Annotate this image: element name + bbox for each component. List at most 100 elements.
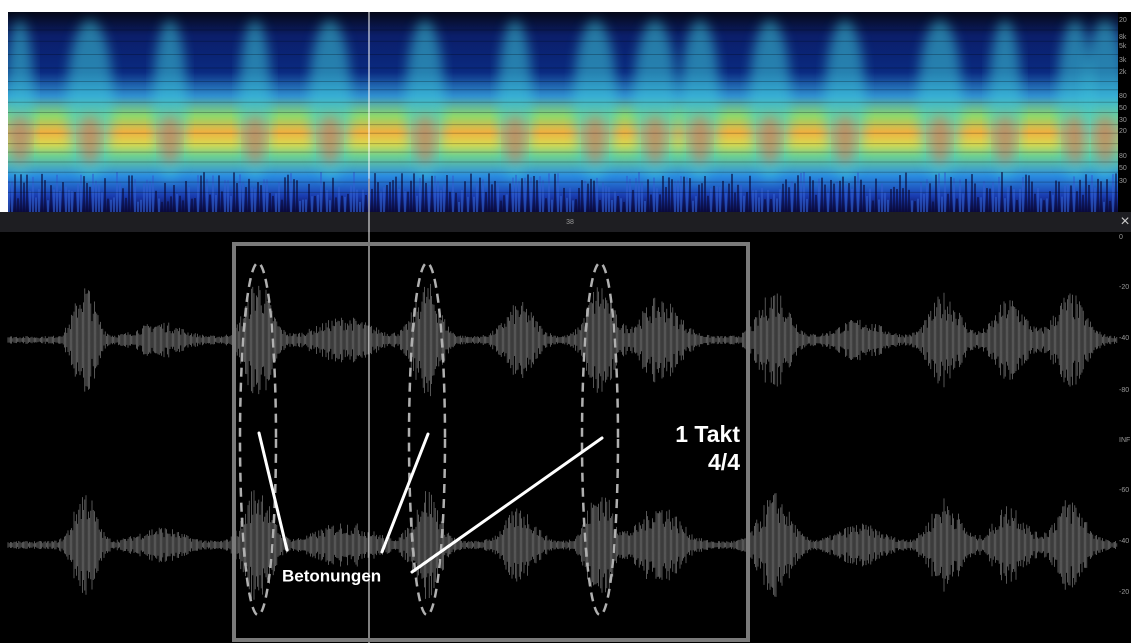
low-band: [1034, 194, 1036, 212]
low-band: [131, 175, 133, 212]
db-label: -80: [1119, 387, 1129, 394]
low-band: [503, 195, 505, 212]
low-band: [578, 188, 580, 212]
db-label: -40: [1119, 538, 1129, 545]
freq-label: 30: [1119, 178, 1127, 185]
time-marker: 38: [566, 219, 574, 226]
low-band: [194, 198, 196, 212]
low-band: [89, 187, 91, 212]
low-band: [596, 178, 598, 212]
freq-label: 30: [1119, 117, 1127, 124]
low-band: [122, 188, 124, 212]
low-band: [350, 185, 352, 212]
low-band: [77, 184, 79, 212]
low-band: [545, 198, 547, 212]
burst-core: [80, 115, 100, 165]
low-band: [56, 175, 58, 212]
low-band: [335, 197, 337, 212]
low-band: [824, 185, 826, 212]
low-band: [407, 192, 409, 212]
db-label: -20: [1119, 284, 1129, 291]
low-band: [1079, 180, 1081, 212]
low-band: [671, 179, 673, 212]
low-band: [680, 176, 682, 212]
low-band: [728, 184, 730, 212]
low-band: [977, 197, 979, 212]
freq-label: 8k: [1119, 34, 1127, 41]
low-band: [473, 197, 475, 212]
low-band: [296, 180, 298, 212]
low-band: [755, 190, 757, 212]
low-band: [821, 178, 823, 212]
burst-core: [645, 115, 665, 165]
low-band: [695, 196, 697, 212]
low-band: [665, 187, 667, 212]
low-band: [968, 183, 970, 212]
bar-label: 4/4: [708, 449, 740, 475]
low-band: [326, 190, 328, 212]
low-band: [551, 200, 553, 212]
low-band: [338, 187, 340, 212]
low-band: [527, 174, 529, 212]
low-band: [1055, 181, 1057, 212]
low-band: [1064, 186, 1066, 212]
audio-editor: 208k5k3k2k80503020805030 38 × 0-20-40-80…: [0, 0, 1131, 643]
low-band: [1100, 181, 1102, 212]
low-band: [467, 197, 469, 212]
low-band: [983, 181, 985, 212]
low-band: [1028, 175, 1030, 212]
freq-label: 20: [1119, 17, 1127, 24]
low-band: [767, 190, 769, 212]
low-band: [722, 181, 724, 212]
close-button[interactable]: ×: [1120, 213, 1129, 230]
low-band: [863, 185, 865, 212]
low-band: [1103, 202, 1105, 212]
low-band: [1037, 188, 1039, 212]
low-band: [134, 179, 136, 212]
low-band: [35, 197, 37, 212]
low-band: [1061, 197, 1063, 212]
low-band: [209, 195, 211, 212]
low-band: [305, 199, 307, 212]
low-band: [776, 198, 778, 212]
low-band: [416, 196, 418, 212]
burst-core: [995, 115, 1015, 165]
low-band: [422, 175, 424, 212]
low-band: [1109, 201, 1111, 212]
low-band: [449, 192, 451, 212]
freq-label: 5k: [1119, 43, 1127, 50]
low-band: [746, 192, 748, 212]
low-band: [1085, 174, 1087, 212]
low-band: [74, 192, 76, 212]
low-band: [536, 180, 538, 212]
low-band: [698, 185, 700, 212]
low-band: [701, 183, 703, 212]
low-band: [941, 197, 943, 212]
low-band: [428, 186, 430, 212]
waveform: [0, 232, 1131, 643]
low-band: [590, 179, 592, 212]
low-band: [212, 176, 214, 212]
low-band: [617, 196, 619, 212]
low-band: [692, 201, 694, 212]
low-band: [1016, 200, 1018, 212]
low-band: [704, 176, 706, 212]
low-band: [749, 176, 751, 212]
low-band: [104, 178, 106, 212]
low-band: [740, 185, 742, 212]
low-band: [569, 188, 571, 212]
low-band: [386, 185, 388, 212]
low-band: [188, 187, 190, 212]
low-band: [899, 175, 901, 212]
low-band: [107, 199, 109, 212]
low-band: [23, 183, 25, 212]
low-band: [302, 200, 304, 212]
low-band: [707, 196, 709, 212]
low-band: [1010, 186, 1012, 212]
low-band: [956, 199, 958, 212]
low-band: [962, 193, 964, 212]
low-band: [410, 181, 412, 212]
low-band: [44, 180, 46, 212]
low-band: [584, 181, 586, 212]
low-band: [242, 183, 244, 212]
